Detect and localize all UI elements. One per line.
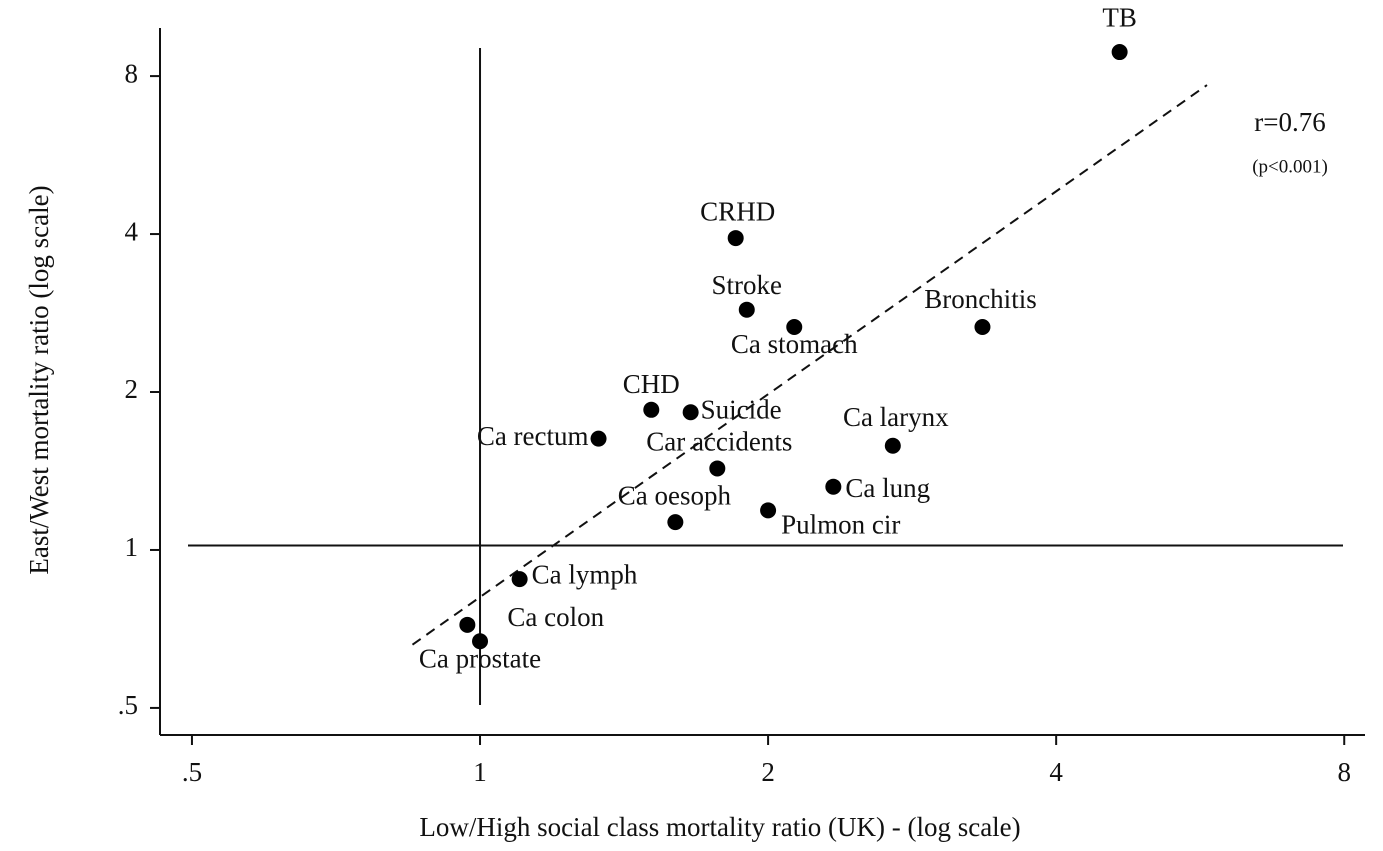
point-label: Stroke	[712, 270, 783, 300]
point-label: Ca colon	[507, 602, 604, 632]
point	[511, 571, 528, 588]
point-label: Car accidents	[646, 427, 792, 457]
x-tick-label: 8	[1337, 757, 1351, 787]
y-tick-label: 4	[125, 216, 139, 246]
y-axis-label: East/West mortality ratio (log scale)	[24, 185, 54, 574]
point	[459, 616, 476, 633]
point-label: TB	[1102, 2, 1137, 32]
point-label: Ca stomach	[731, 329, 858, 359]
x-tick-label: .5	[182, 757, 202, 787]
point-label: Ca lymph	[532, 559, 638, 589]
x-tick-label: 2	[761, 757, 775, 787]
point-label: Bronchitis	[924, 284, 1037, 314]
y-tick-label: 2	[125, 374, 139, 404]
point	[472, 633, 489, 650]
annotation-p: (p<0.001)	[1252, 156, 1328, 177]
y-tick-label: 8	[125, 58, 139, 88]
point	[643, 401, 660, 418]
point	[590, 430, 607, 447]
annotation-r: r=0.76	[1254, 107, 1325, 137]
point	[727, 230, 744, 247]
point	[786, 319, 803, 336]
x-tick-label: 1	[473, 757, 487, 787]
y-tick-label: .5	[118, 690, 138, 720]
point	[682, 404, 699, 421]
point	[1111, 44, 1128, 61]
point-label: Suicide	[701, 394, 782, 424]
point	[825, 478, 842, 495]
point-label: Ca oesoph	[618, 480, 732, 510]
point	[667, 514, 684, 531]
fit-line	[411, 84, 1208, 646]
point	[738, 301, 755, 318]
point-label: CHD	[623, 369, 680, 399]
y-tick-label: 1	[125, 532, 139, 562]
point-label: Ca lung	[845, 473, 930, 503]
point-label: Ca prostate	[419, 643, 541, 673]
point-label: Ca rectum	[477, 421, 589, 451]
point-label: CRHD	[700, 196, 775, 226]
point-label: Ca larynx	[843, 402, 949, 432]
point	[884, 437, 901, 454]
x-tick-label: 4	[1049, 757, 1063, 787]
point	[709, 460, 726, 477]
x-axis-label: Low/High social class mortality ratio (U…	[419, 812, 1020, 842]
point	[974, 319, 991, 336]
point	[760, 502, 777, 519]
point-label: Pulmon cir	[781, 510, 900, 540]
